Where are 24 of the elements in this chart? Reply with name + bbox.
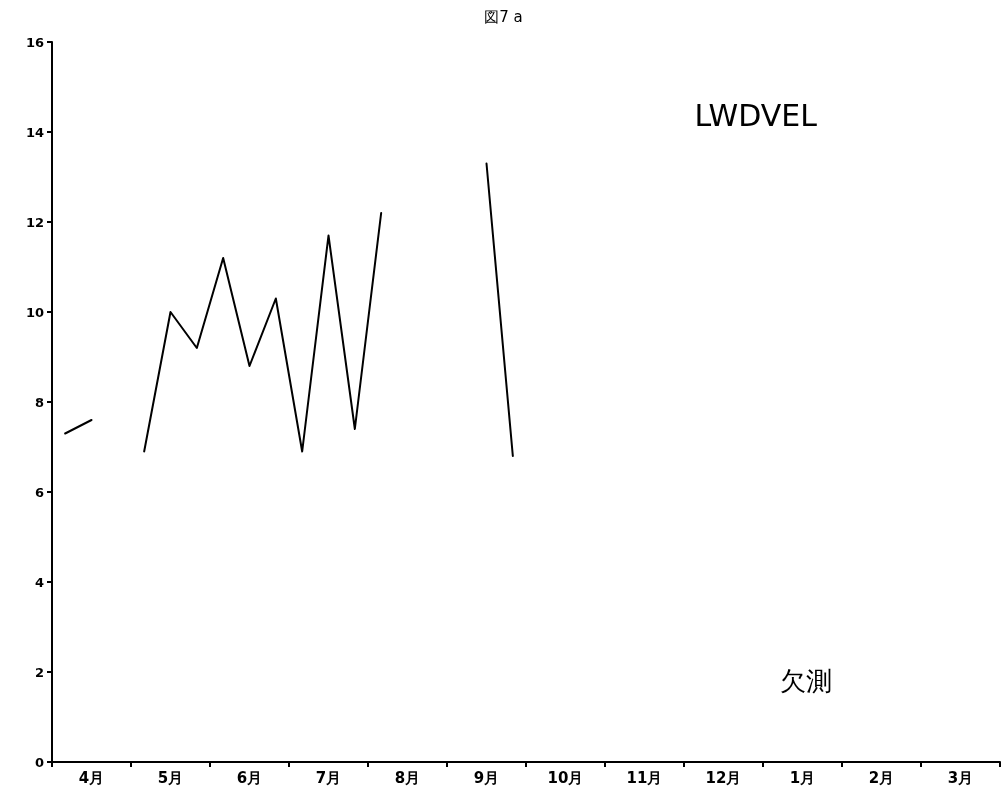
chart-title: 図7 a [484,7,523,26]
x-tick-label: 4月 [78,768,105,787]
x-tick-label: 3月 [947,768,974,787]
y-tick-label: 2 [34,664,44,680]
x-tick-label: 5月 [157,768,184,787]
x-tick-label: 11月 [626,768,663,787]
x-tick-label: 2月 [868,768,895,787]
y-tick-label: 10 [25,304,44,320]
y-tick-label: 4 [34,574,44,590]
y-tick-label: 14 [25,124,44,140]
x-tick-label: 10月 [547,768,584,787]
annotation: 欠測 [780,666,832,696]
x-tick-label: 6月 [236,768,263,787]
y-tick-label: 16 [25,34,44,50]
y-tick-label: 6 [34,484,44,500]
annotation: LWDVEL [694,97,818,133]
x-tick-label: 1月 [789,768,816,787]
y-tick-label: 8 [34,394,44,410]
y-tick-label: 12 [25,214,44,230]
y-tick-label: 0 [34,754,44,770]
x-tick-label: 8月 [394,768,421,787]
x-tick-label: 9月 [473,768,500,787]
x-tick-label: 12月 [705,768,742,787]
x-tick-label: 7月 [315,768,342,787]
